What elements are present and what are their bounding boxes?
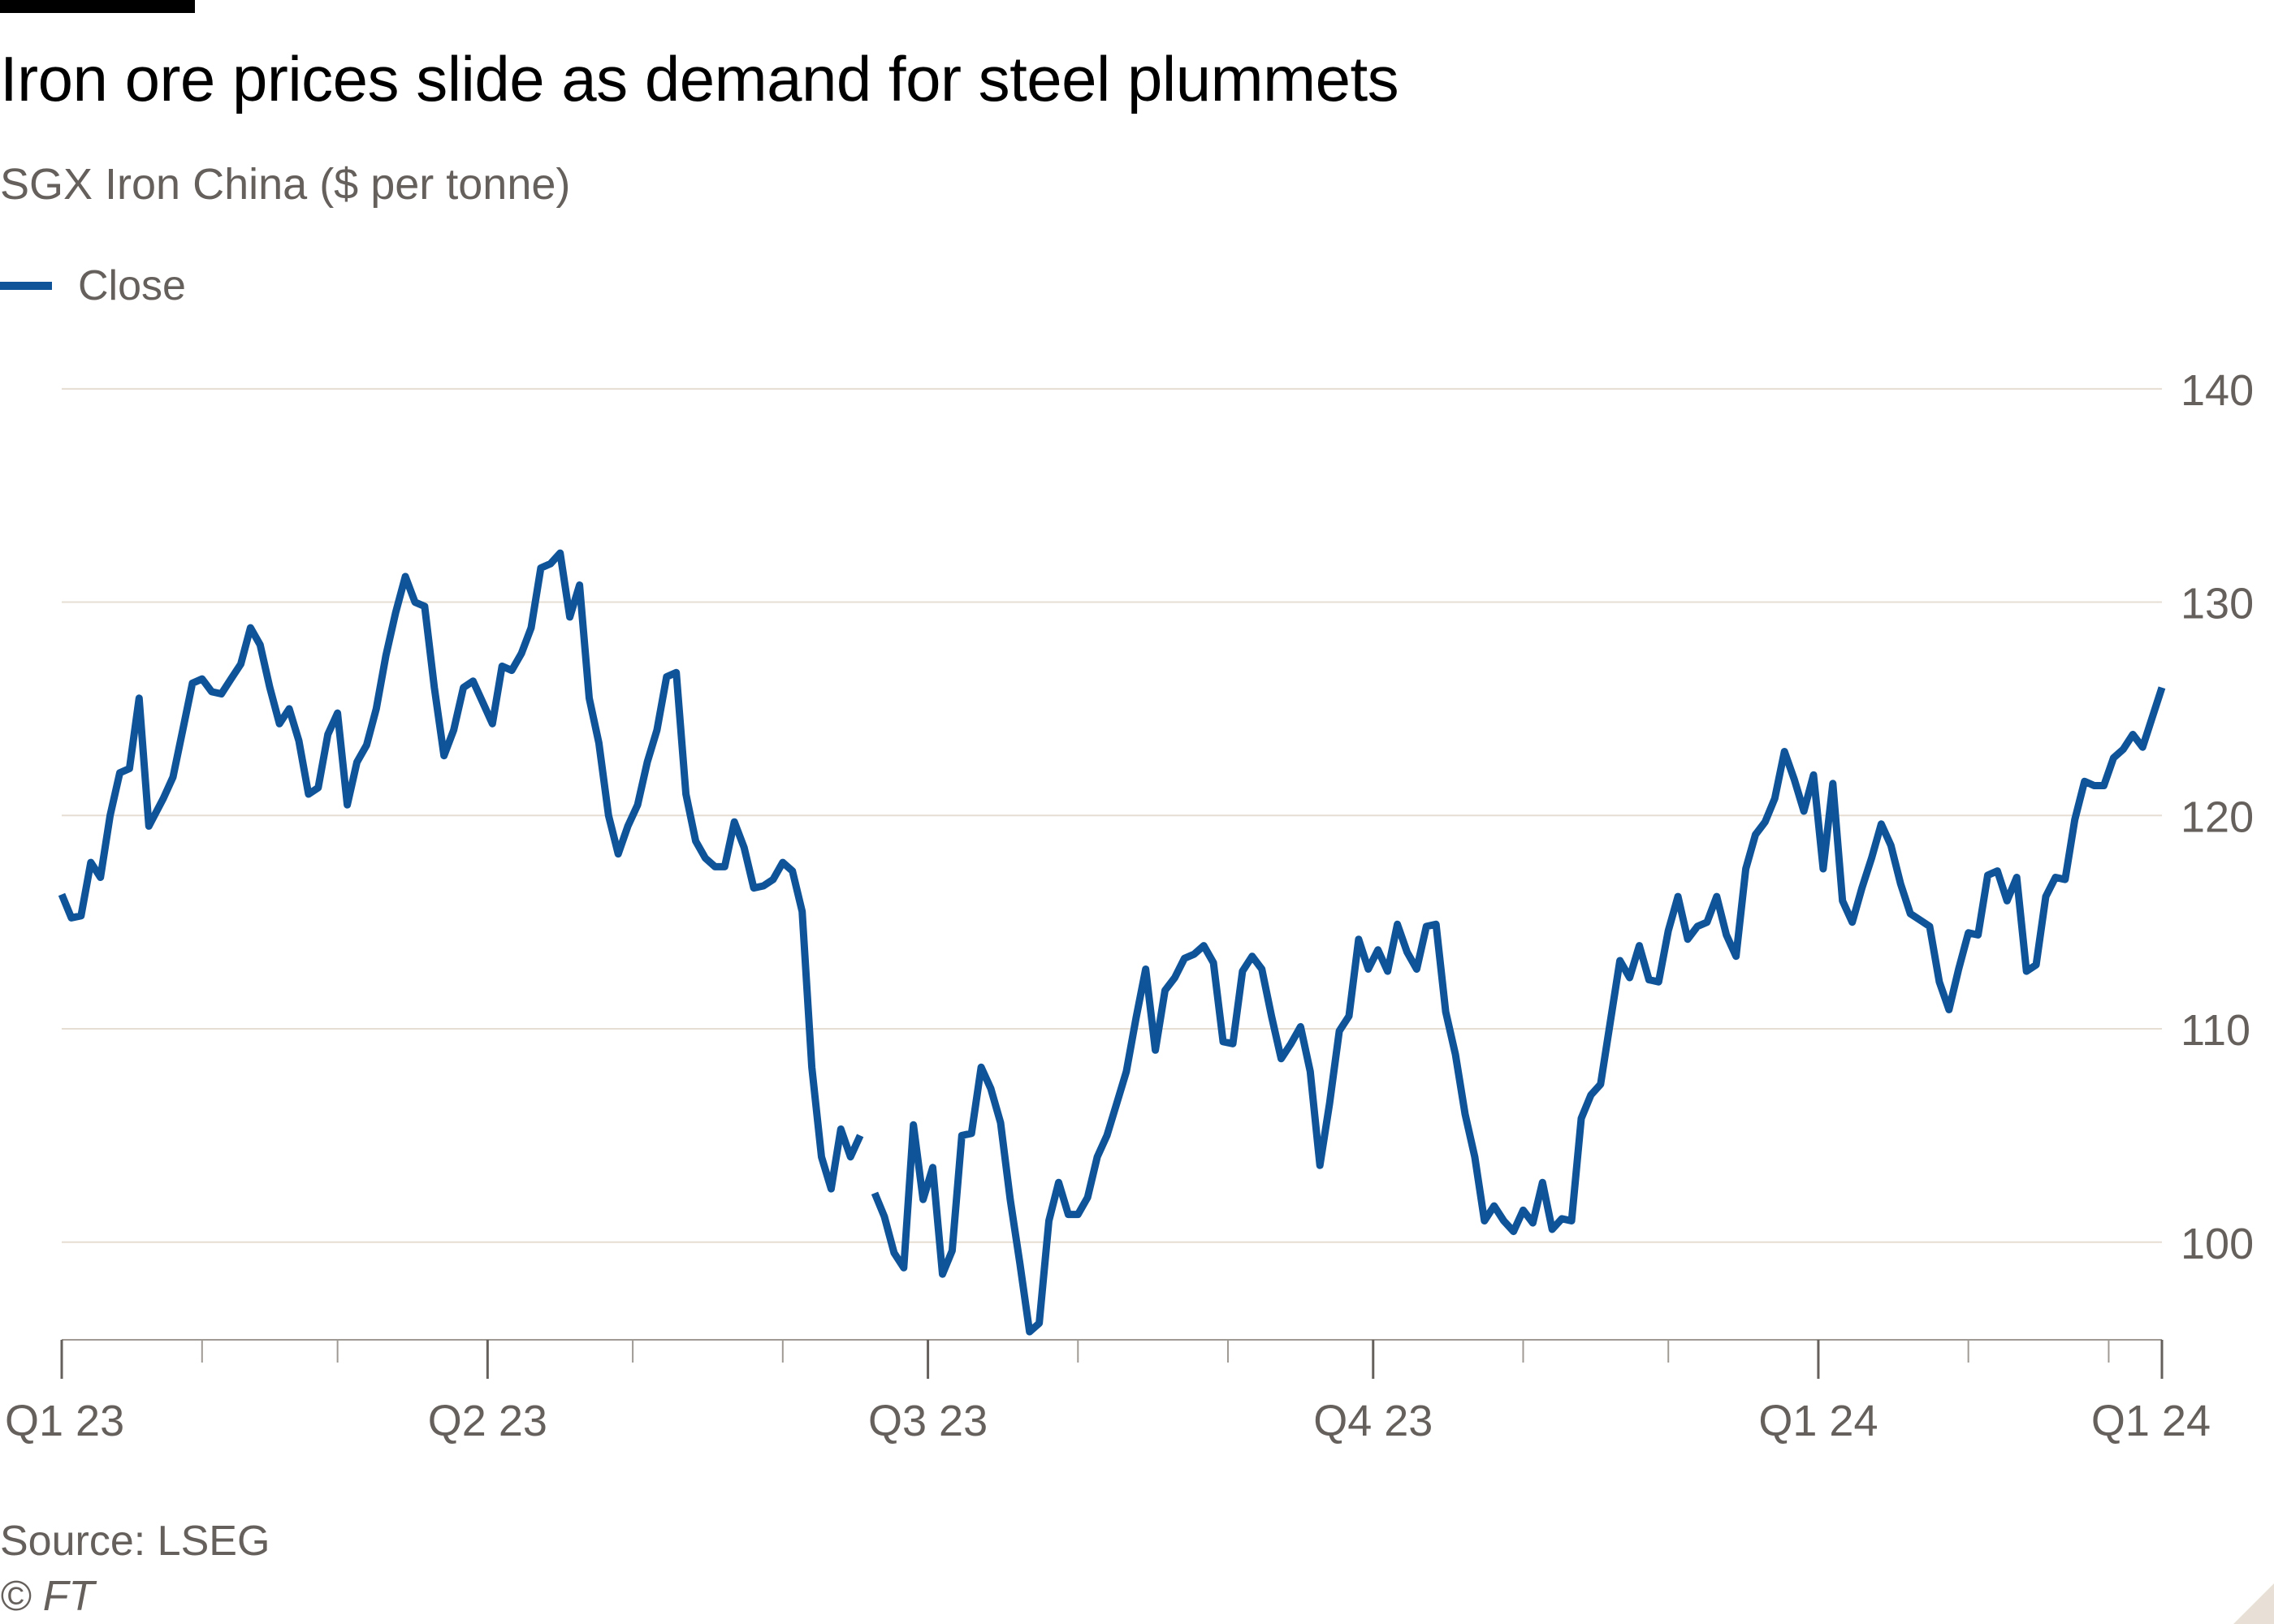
- top-accent-bar: [0, 0, 195, 13]
- line-chart: Q1 23 Q2 23 Q3 23 Q4 23 Q1 24 Q1 24 100 110 120…: [5, 366, 2254, 1445]
- y-tick-label-130: 130: [2181, 580, 2254, 628]
- chart-subtitle: SGX Iron China ($ per tonne): [0, 160, 571, 209]
- legend-swatch-close: [0, 282, 52, 290]
- series-line-close: [871, 686, 2166, 1336]
- y-tick-label-120: 120: [2181, 793, 2254, 841]
- x-tick-label: Q1 23: [5, 1397, 124, 1445]
- series-close: [58, 549, 2166, 1336]
- y-axis-labels: 100 110 120 130 140: [2181, 366, 2254, 1268]
- x-tick-label: Q3 23: [868, 1397, 988, 1445]
- corner-fold: [2233, 1583, 2274, 1624]
- x-tick-label: Q4 23: [1313, 1397, 1433, 1445]
- legend: Close: [0, 261, 186, 310]
- y-tick-label-110: 110: [2181, 1006, 2250, 1055]
- legend-label-close: Close: [78, 262, 186, 309]
- y-tick-label-100: 100: [2181, 1220, 2254, 1268]
- copyright-note: © FT: [0, 1573, 95, 1620]
- chart-title: Iron ore prices slide as demand for stee…: [0, 43, 1399, 114]
- x-axis: Q1 23 Q2 23 Q3 23 Q4 23 Q1 24 Q1 24: [5, 1339, 2211, 1445]
- source-note: Source: LSEG: [0, 1518, 270, 1565]
- y-tick-label-140: 140: [2181, 366, 2254, 415]
- x-tick-label: Q1 24: [1758, 1397, 1878, 1445]
- series-line-close: [58, 549, 864, 1193]
- x-tick-label: Q1 24: [2091, 1397, 2211, 1445]
- x-tick-label: Q2 23: [428, 1397, 547, 1445]
